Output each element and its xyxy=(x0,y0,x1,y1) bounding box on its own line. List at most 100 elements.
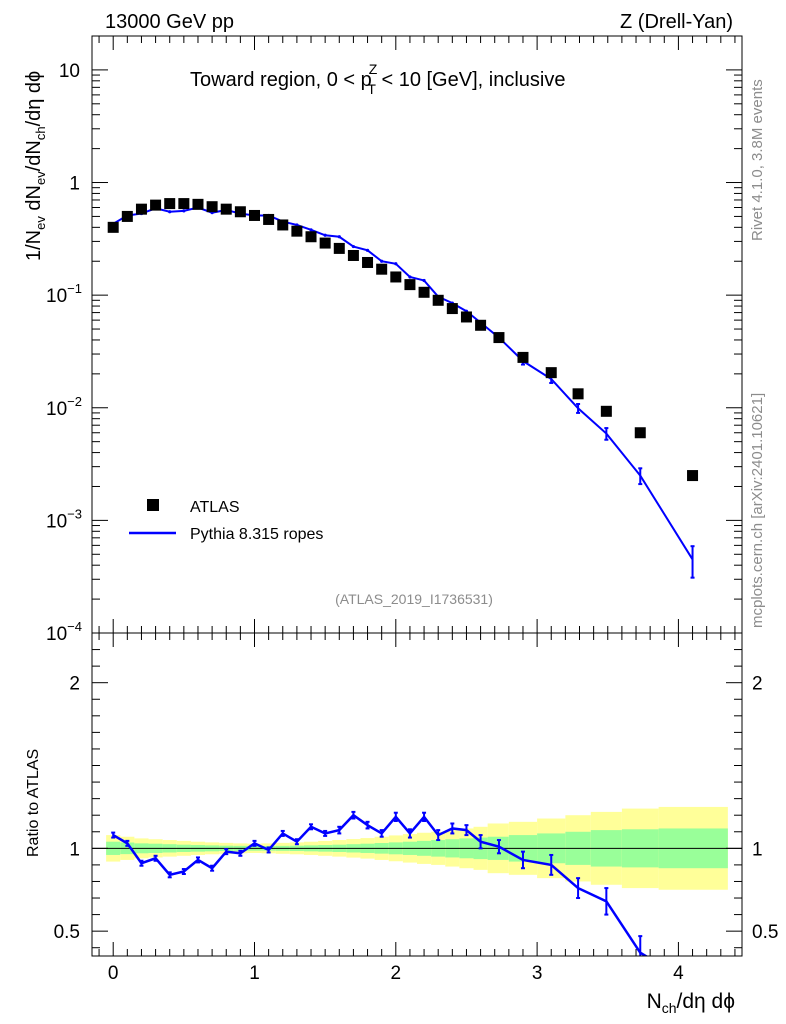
atlas-marker xyxy=(460,311,472,323)
ratio-mc-point xyxy=(238,849,243,857)
atlas-marker xyxy=(687,470,699,482)
y-tick-label: 10−4 xyxy=(46,619,82,645)
analysis-watermark: (ATLAS_2019_I1736531) xyxy=(335,591,493,607)
atlas-marker xyxy=(107,221,119,233)
mc-point xyxy=(365,248,370,252)
mc-point xyxy=(408,275,412,279)
ratio-y-tick-label: 1 xyxy=(69,839,80,860)
ratio-mc-line xyxy=(112,813,649,956)
y-tick-exponent: −1 xyxy=(67,281,82,296)
atlas-marker xyxy=(446,303,458,315)
ratio-mc-point xyxy=(351,810,356,820)
plot-title-suffix: < 10 [GeV], inclusive xyxy=(376,69,566,91)
y-tick-label: 10−3 xyxy=(46,506,82,532)
atlas-marker xyxy=(249,209,260,221)
plot-title: Toward region, 0 < pZ T < 10 [GeV], inclu… xyxy=(190,61,565,97)
atlas-marker xyxy=(545,367,557,379)
x-axis-label: Nch/dη dϕ xyxy=(647,990,735,1016)
atlas-marker xyxy=(135,203,147,215)
ratio-mc-point xyxy=(450,822,455,835)
ratio-mc-point xyxy=(224,848,229,856)
atlas-marker xyxy=(333,242,345,254)
ratio-mc-point xyxy=(167,871,172,879)
y-tick-label: 10−2 xyxy=(46,394,82,420)
ratio-mc-point xyxy=(294,838,299,846)
atlas-marker xyxy=(390,271,402,283)
atlas-marker xyxy=(178,198,190,210)
ratio-mc-point xyxy=(496,839,501,855)
mc-point xyxy=(394,262,398,266)
ratio-y-tick-label: 0.5 xyxy=(54,922,80,943)
ratio-mc-point xyxy=(153,854,158,862)
ylabel-a-sub: ev xyxy=(33,216,48,230)
y-tick-label: 10−1 xyxy=(46,281,82,307)
y-tick-base: 10 xyxy=(46,399,67,420)
y-tick-base: 10 xyxy=(46,286,67,307)
atlas-marker xyxy=(164,198,176,210)
xlabel-a-sub: ch xyxy=(662,1000,677,1016)
top-frame xyxy=(91,35,743,634)
plot-title-sub: T xyxy=(367,81,376,97)
ratio-mc-point xyxy=(576,877,581,900)
atlas-marker xyxy=(475,319,487,331)
ratio-mc-point xyxy=(210,864,215,872)
x-tick-label: 0 xyxy=(108,963,119,984)
atlas-marker xyxy=(418,286,430,298)
y-tick-base: 10 xyxy=(46,624,67,645)
atlas-marker xyxy=(493,332,505,344)
ylabel-a: 1/N xyxy=(23,230,45,261)
ylabel-b: dN xyxy=(23,185,45,216)
y-tick-label: 10 xyxy=(59,61,80,82)
atlas-marker xyxy=(404,279,416,291)
ratio-y-tick-label: 2 xyxy=(69,674,80,695)
ratio-mc-point xyxy=(379,829,384,838)
ratio-y-tick-label-right: 0.5 xyxy=(752,922,778,943)
ylabel-d: /dη dϕ xyxy=(23,71,45,127)
atlas-marker xyxy=(432,294,444,306)
atlas-marker xyxy=(220,203,232,215)
atlas-marker xyxy=(347,249,359,261)
ratio-mc-point xyxy=(280,829,285,837)
ratio-y-tick-label-right: 2 xyxy=(752,674,763,695)
mc-point xyxy=(323,233,327,237)
ylabel-c-sub: ch xyxy=(33,126,48,140)
top-y-axis-label: 1/Nev dNev/dNch/dη dϕ xyxy=(23,71,48,261)
y-tick-label: 1 xyxy=(69,174,80,195)
mc-point xyxy=(309,228,313,232)
x-tick-label: 4 xyxy=(673,963,684,984)
atlas-marker xyxy=(291,225,303,237)
ratio-mc-point xyxy=(549,853,554,876)
mc-point xyxy=(380,259,384,263)
atlas-marker xyxy=(192,198,204,210)
ratio-mc-point xyxy=(309,823,314,831)
atlas-marker xyxy=(150,199,162,211)
atlas-marker xyxy=(376,263,388,275)
mcplots-label: mcplots.cern.ch [arXiv:2401.10621] xyxy=(749,393,766,628)
mc-point xyxy=(422,278,426,283)
ratio-mc-point xyxy=(436,829,441,842)
ratio-y-axis-label: Ratio to ATLAS xyxy=(25,749,42,857)
ratio-mc-point xyxy=(266,846,271,854)
beam-label: 13000 GeV pp xyxy=(105,11,234,33)
ratio-mc-point xyxy=(337,825,342,835)
rivet-label: Rivet 4.1.0, 3.8M events xyxy=(749,79,766,241)
ylabel-b-sub: ev xyxy=(33,171,48,185)
atlas-marker xyxy=(319,237,331,249)
ratio-mc-point xyxy=(181,868,186,876)
legend-marker-atlas xyxy=(147,499,159,511)
ratio-mc-point xyxy=(638,935,643,956)
ratio-mc-point xyxy=(125,839,130,847)
y-tick-base: 10 xyxy=(46,511,67,532)
mc-line xyxy=(112,206,694,560)
legend-label-pythia: Pythia 8.315 ropes xyxy=(190,526,323,543)
ratio-y-tick-label-right: 1 xyxy=(752,839,763,860)
plot-title-sup: Z xyxy=(369,61,378,77)
atlas-marker xyxy=(572,388,584,400)
xlabel-b: /dη dϕ xyxy=(677,990,735,1013)
atlas-marker xyxy=(263,213,275,225)
ratio-mc-point xyxy=(323,829,328,837)
ylabel-c: /dN xyxy=(23,140,45,171)
y-tick-exponent: −4 xyxy=(67,619,82,634)
